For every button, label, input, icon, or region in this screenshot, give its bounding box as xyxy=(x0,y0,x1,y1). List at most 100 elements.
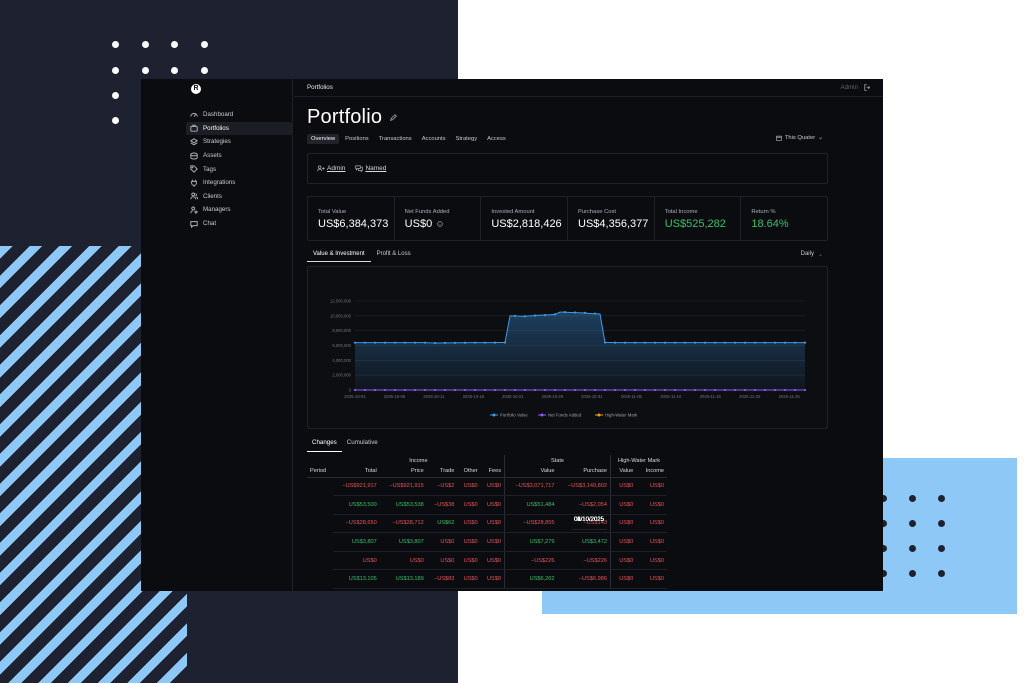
net-funds-added-point xyxy=(773,388,777,392)
portfolio-value-point xyxy=(753,341,757,344)
main-content: Portfolios Admin Portfolio Overview Posi… xyxy=(294,79,883,591)
user-name[interactable]: Admin xyxy=(840,84,858,91)
tab-value-investment[interactable]: Value & Investment xyxy=(307,248,371,262)
portfolio-value-point xyxy=(763,341,767,344)
owner-admin-link[interactable]: Admin xyxy=(317,165,345,172)
net-funds-added-point xyxy=(373,388,377,392)
net-funds-added-point xyxy=(433,388,437,392)
column-header[interactable]: Value xyxy=(609,466,637,478)
column-header[interactable]: Purchase xyxy=(557,466,611,478)
net-funds-added-point xyxy=(793,388,797,392)
column-header[interactable]: Value xyxy=(504,466,558,478)
tab-strategy[interactable]: Strategy xyxy=(455,136,478,142)
net-funds-added-point xyxy=(513,388,517,392)
value-cell: −US$2,054 xyxy=(557,495,611,515)
net-funds-added-point xyxy=(523,388,527,392)
net-funds-added-point xyxy=(473,388,477,392)
title-row: Portfolio xyxy=(307,106,398,129)
decor-dot xyxy=(880,545,887,552)
net-funds-added-point xyxy=(623,388,627,392)
sidebar-item-chat[interactable]: Chat xyxy=(186,217,292,231)
info-icon[interactable] xyxy=(437,221,443,227)
tab-positions[interactable]: Positions xyxy=(345,136,369,142)
y-tick-label: 0 xyxy=(349,388,352,393)
tab-transactions[interactable]: Transactions xyxy=(378,136,412,142)
portfolio-value-point xyxy=(433,341,437,345)
y-tick-label: 8,000,000 xyxy=(332,328,351,333)
decor-dot xyxy=(142,41,149,48)
decor-dot xyxy=(201,67,208,74)
column-header[interactable]: Price xyxy=(379,466,427,478)
layers-icon xyxy=(190,138,198,146)
portfolio-value-point xyxy=(513,314,517,317)
portfolio-value-point xyxy=(393,341,397,344)
stat-value: US$0 xyxy=(404,218,433,230)
decor-dot xyxy=(112,41,119,48)
breadcrumb[interactable]: Portfolios xyxy=(307,84,333,91)
sidebar-item-label: Tags xyxy=(203,165,217,173)
tab-profit-loss[interactable]: Profit & Loss xyxy=(376,251,411,257)
frequency-selector[interactable]: Daily ⌄ xyxy=(801,251,823,258)
value-cell: US$0 xyxy=(609,569,637,590)
sidebar-item-label: Portfolios xyxy=(203,124,229,132)
net-funds-added-point xyxy=(583,388,587,392)
sidebar-item-managers[interactable]: Managers xyxy=(186,203,292,217)
sidebar-item-tags[interactable]: Tags xyxy=(186,162,292,176)
x-tick-label: 2025-10-31 xyxy=(581,394,603,399)
net-funds-added-point xyxy=(733,388,737,392)
column-header[interactable]: Period xyxy=(307,466,333,478)
column-header[interactable]: Total xyxy=(332,466,380,478)
portfolio-value-point xyxy=(773,341,777,344)
table-row[interactable]: 03/10/2025 −US$28,650 −US$28,712 US$62 US$0 U… xyxy=(307,514,667,534)
value-cell: −US$226 xyxy=(557,551,611,571)
table-row[interactable]: 04/10/2025 US$3,807 US$3,807 US$0 US$0 US$0 US… xyxy=(307,517,667,552)
coins-icon xyxy=(190,152,198,160)
sidebar-item-integrations[interactable]: Integrations xyxy=(186,176,292,190)
portfolio-value-point xyxy=(613,341,617,344)
dashboard-icon xyxy=(190,112,198,117)
table-group-income: Income xyxy=(409,457,428,464)
portfolio-value-point xyxy=(633,341,637,344)
portfolio-value-point xyxy=(473,341,477,344)
x-tick-label: 2025-10-21 xyxy=(502,394,524,399)
stat-net-funds-added: Net Funds Added US$0 xyxy=(395,197,482,240)
app-logo[interactable]: R xyxy=(191,84,201,94)
net-funds-added-point xyxy=(663,388,667,392)
portfolio-value-point xyxy=(693,341,697,344)
chevron-down-icon: ⌄ xyxy=(818,135,823,141)
value-cell: US$62 xyxy=(426,514,458,534)
owner-named-link[interactable]: Named xyxy=(355,165,386,172)
column-header[interactable]: Other xyxy=(457,466,481,478)
sidebar-item-dashboard[interactable]: Dashboard xyxy=(186,108,292,122)
tab-access[interactable]: Access xyxy=(487,136,506,142)
sidebar-item-clients[interactable]: Clients xyxy=(186,190,292,204)
decor-dot xyxy=(171,41,178,48)
tab-overview[interactable]: Overview xyxy=(307,134,340,144)
period-selector[interactable]: This Quater ⌄ xyxy=(776,135,823,141)
table-row[interactable]: 06/10/2025 US$13,105 US$13,189 −US$83 US$0 US… xyxy=(307,517,667,590)
sidebar-item-assets[interactable]: Assets xyxy=(186,149,292,163)
y-tick-label: 4,000,000 xyxy=(332,358,351,363)
table-row[interactable]: 02/10/2025 US$53,500 US$53,538 −US$38 US$0 US… xyxy=(307,495,667,530)
column-header[interactable]: Income xyxy=(636,466,667,478)
sidebar-item-portfolios[interactable]: Portfolios xyxy=(186,121,292,136)
stat-invested-amount: Invested Amount US$2,818,426 xyxy=(481,197,569,240)
tab-cumulative[interactable]: Cumulative xyxy=(346,439,378,446)
page-title: Portfolio xyxy=(307,106,383,128)
net-funds-added-point xyxy=(533,388,537,392)
column-header[interactable]: Fees xyxy=(480,466,505,478)
tab-changes[interactable]: Changes xyxy=(307,437,342,452)
value-cell: −US$921,915 xyxy=(379,477,427,497)
value-cell: US$0 xyxy=(636,514,667,534)
table-row[interactable]: 01/10/2025 −US$921,917 −US$921,915 −US$2 US$… xyxy=(307,477,667,530)
sidebar-item-strategies[interactable]: Strategies xyxy=(186,135,292,149)
edit-pencil-icon[interactable] xyxy=(390,114,398,121)
net-funds-added-point xyxy=(653,388,657,392)
value-cell: US$0 xyxy=(457,477,481,497)
logout-icon[interactable] xyxy=(864,84,871,91)
sidebar-item-label: Assets xyxy=(203,152,222,160)
table-row[interactable]: 05/10/2025 US$0 US$0 US$0 US$0 US$0 −US$226 −US… xyxy=(307,517,667,571)
column-header[interactable]: Trade xyxy=(426,466,458,478)
table-header-blank xyxy=(307,455,333,466)
tab-accounts[interactable]: Accounts xyxy=(421,136,446,142)
